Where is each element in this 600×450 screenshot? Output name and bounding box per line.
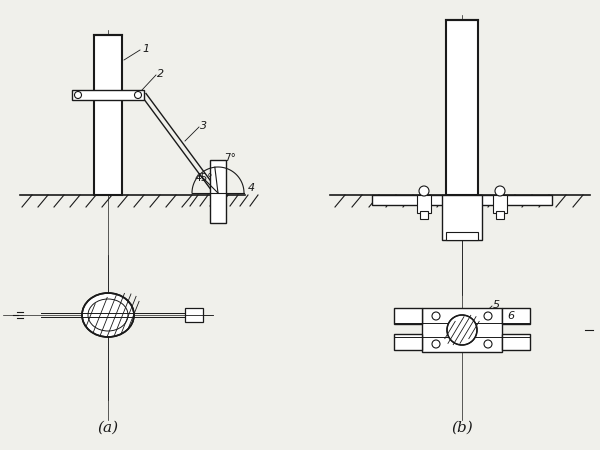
Text: 6: 6 [507,311,514,321]
Bar [446,20,478,195]
Circle shape [74,91,82,99]
Text: 2: 2 [157,69,164,79]
Bar [210,160,226,223]
Text: 45°: 45° [194,173,212,183]
Bar [394,334,422,350]
Text: 4: 4 [248,183,255,193]
Bar [502,308,530,324]
Circle shape [419,186,429,196]
Text: 1: 1 [142,44,149,54]
Circle shape [495,186,505,196]
Text: (a): (a) [97,421,119,435]
Text: 5: 5 [493,300,500,310]
Bar [496,211,504,219]
Circle shape [447,315,477,345]
Text: 3: 3 [200,121,207,131]
Bar [394,308,422,324]
Circle shape [134,91,142,99]
Bar [417,195,431,213]
Bar [94,35,122,195]
Bar [422,308,502,352]
Text: (b): (b) [451,421,473,435]
Bar [502,334,530,350]
Ellipse shape [82,293,134,337]
Bar [372,195,552,205]
Circle shape [432,312,440,320]
Circle shape [484,312,492,320]
Bar [493,195,507,213]
Bar [420,211,428,219]
Bar [72,90,144,100]
Text: 7°: 7° [224,153,236,163]
Bar [442,195,482,240]
Circle shape [432,340,440,348]
Bar [185,308,203,322]
Bar [446,232,478,240]
Circle shape [484,340,492,348]
